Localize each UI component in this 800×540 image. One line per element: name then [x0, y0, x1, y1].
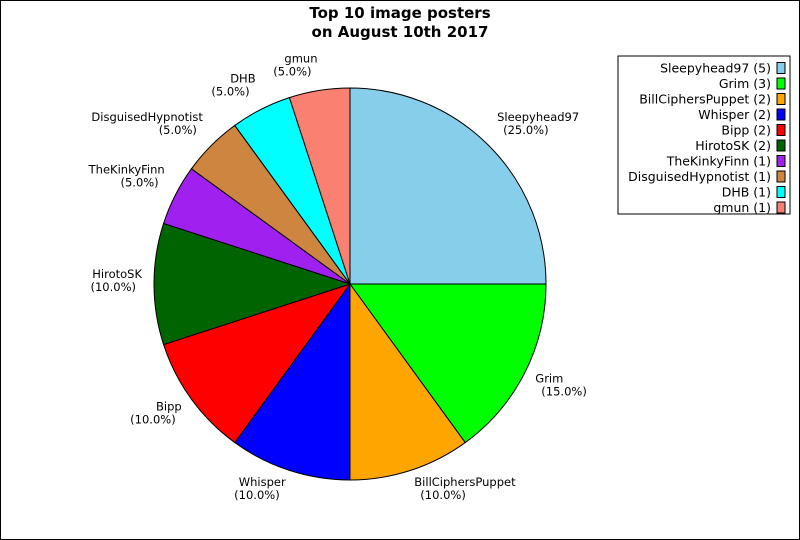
legend-entry-dhb: DHB (1): [722, 185, 771, 200]
legend-entry-gmun: gmun (1): [713, 200, 771, 215]
chart-title-line-2: on August 10th 2017: [312, 23, 489, 41]
legend-swatch-sleepyhead97: [776, 62, 786, 74]
slice-percent-hirotosk: (10.0%): [90, 280, 136, 294]
legend-swatch-thekinkyfinn: [776, 155, 786, 167]
slice-percent-whisper: (10.0%): [234, 488, 280, 502]
pie-slice-bipp: [162, 283, 352, 444]
slice-percent-billcipherspuppet: (10.0%): [420, 488, 466, 502]
pie-slice-hirotosk: [153, 222, 352, 346]
slice-percent-bipp: (10.0%): [130, 412, 176, 426]
pie-slice-billcipherspuppet: [349, 282, 466, 481]
legend-swatch-grim: [776, 77, 786, 90]
pie-slice-sleepyhead97: [349, 87, 547, 285]
slice-label-gmun: gmun: [284, 52, 317, 66]
legend-swatch-gmun: [776, 201, 786, 214]
slice-percent-dhb: (5.0%): [211, 85, 249, 99]
legend: Sleepyhead97 (5)Grim (3)BillCiphersPuppe…: [617, 55, 791, 215]
legend-entry-thekinkyfinn: TheKinkyFinn (1): [666, 154, 771, 169]
slice-label-disguisedhypnotist: DisguisedHypnotist: [91, 110, 203, 124]
legend-entry-grim: Grim (3): [719, 76, 771, 91]
slice-label-billcipherspuppet: BillCiphersPuppet: [414, 475, 516, 489]
slice-label-bipp: Bipp: [156, 399, 182, 413]
legend-entry-bipp: Bipp (2): [721, 123, 771, 138]
slice-label-hirotosk: HirotoSK: [92, 267, 142, 281]
legend-swatch-disguisedhypnotist: [776, 170, 786, 183]
slice-label-sleepyhead97: Sleepyhead97: [497, 110, 579, 124]
chart-title-line-1: Top 10 image posters: [309, 4, 490, 22]
legend-swatch-bipp: [776, 124, 786, 136]
slice-percent-gmun: (5.0%): [273, 65, 311, 79]
slice-label-whisper: Whisper: [239, 475, 286, 489]
slice-percent-grim: (15.0%): [541, 384, 587, 398]
legend-swatch-billcipherspuppet: [776, 93, 786, 105]
pie-slice-gmun: [288, 87, 351, 285]
legend-entry-hirotosk: HirotoSK (2): [695, 138, 771, 153]
legend-swatch-whisper: [776, 108, 786, 121]
pie-slice-whisper: [234, 282, 351, 481]
pie-slice-grim: [349, 283, 547, 444]
legend-entry-whisper: Whisper (2): [698, 107, 771, 122]
legend-swatch-hirotosk: [776, 139, 786, 152]
legend-box: [617, 55, 791, 215]
legend-entry-sleepyhead97: Sleepyhead97 (5): [660, 61, 771, 76]
slice-labels: Sleepyhead97(25.0%) Grim(15.0%) BillCipher…: [88, 52, 587, 502]
slice-percent-sleepyhead97: (25.0%): [503, 123, 549, 137]
slice-percent-thekinkyfinn: (5.0%): [120, 176, 158, 190]
slice-label-grim: Grim: [535, 371, 563, 385]
pie-slices: [153, 87, 547, 481]
slice-label-dhb: DHB: [230, 72, 256, 86]
slice-percent-disguisedhypnotist: (5.0%): [159, 123, 197, 137]
slice-label-thekinkyfinn: TheKinkyFinn: [88, 163, 165, 177]
legend-entry-disguisedhypnotist: DisguisedHypnotist (1): [628, 169, 771, 184]
legend-swatch-dhb: [776, 186, 786, 198]
legend-entry-billcipherspuppet: BillCiphersPuppet (2): [639, 92, 771, 107]
